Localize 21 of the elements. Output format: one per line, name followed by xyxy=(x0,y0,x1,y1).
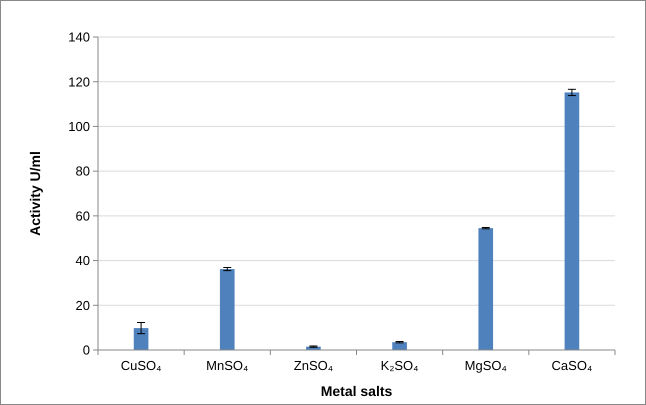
x-tick-label: ZnSO₄ xyxy=(294,358,334,373)
y-tick-label: 60 xyxy=(76,208,90,224)
y-tick-label: 100 xyxy=(68,118,90,134)
x-tick-label: CuSO₄ xyxy=(120,358,162,373)
bar xyxy=(220,269,235,350)
y-tick-label: 140 xyxy=(68,30,90,45)
x-axis-title: Metal salts xyxy=(320,383,393,399)
bar xyxy=(392,342,407,350)
bar xyxy=(564,92,580,350)
y-tick-label: 0 xyxy=(82,342,90,358)
y-tick-label: 80 xyxy=(76,164,90,179)
y-tick-label: 40 xyxy=(76,253,90,268)
x-tick-label: MnSO₄ xyxy=(206,358,248,373)
x-tick-label: K₂SO₄ xyxy=(380,358,418,373)
y-tick-label: 20 xyxy=(76,298,90,313)
bar xyxy=(134,328,148,350)
y-axis-title: Activity U/ml xyxy=(27,151,43,236)
bar xyxy=(478,228,494,350)
x-tick-label: MgSO₄ xyxy=(464,358,507,373)
x-tick-label: CaSO₄ xyxy=(552,358,592,373)
y-tick-label: 120 xyxy=(68,74,90,90)
